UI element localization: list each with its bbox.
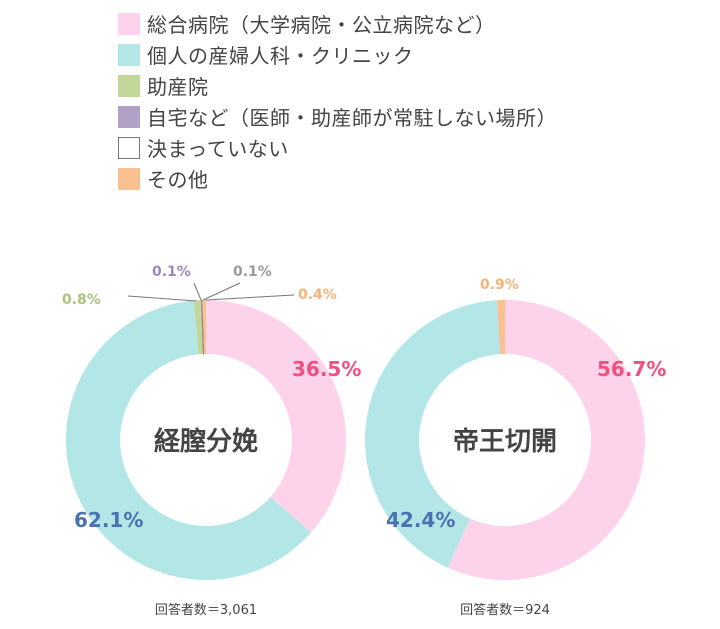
label-home-vaginal: 0.1%	[152, 264, 191, 280]
legend-swatch-general-hospital	[118, 12, 140, 35]
legend-item-undecided: 決まっていない	[118, 132, 557, 163]
legend-item-other: その他	[118, 163, 557, 194]
chart-vaginal-birth-ring	[66, 299, 347, 580]
legend-swatch-home	[118, 105, 140, 128]
legend-item-general-hospital: 総合病院（大学病院・公立病院など）	[118, 8, 557, 39]
slice-other	[497, 300, 505, 355]
legend-label-other: その他	[147, 168, 209, 192]
label-general-hospital-vaginal: 36.5%	[292, 357, 361, 381]
slice-clinic	[365, 300, 501, 568]
label-clinic-cesarean: 42.4%	[386, 508, 455, 532]
legend-swatch-midwifery	[118, 74, 140, 97]
leader-midwifery	[127, 295, 197, 302]
legend-label-undecided: 決まっていない	[147, 137, 289, 161]
legend: 総合病院（大学病院・公立病院など） 個人の産婦人科・クリニック 助産院 自宅など…	[118, 8, 557, 194]
chart-vaginal-birth: 36.5% 62.1% 0.8% 0.1% 0.1% 0.4% 経膣分娩 回答者…	[62, 264, 361, 618]
label-other-vaginal: 0.4%	[298, 287, 337, 303]
respondents-vaginal-birth: 回答者数＝3,061	[155, 602, 257, 618]
respondents-cesarean: 回答者数＝924	[460, 602, 550, 618]
slice-general-hospital	[447, 300, 645, 580]
leader-other	[205, 294, 295, 301]
slice-midwifery	[193, 300, 203, 355]
chart-vaginal-birth-leaders	[127, 282, 295, 302]
legend-swatch-other	[118, 167, 140, 190]
legend-item-home: 自宅など（医師・助産師が常駐しない場所）	[118, 101, 557, 132]
legend-label-general-hospital: 総合病院（大学病院・公立病院など）	[147, 13, 496, 37]
label-undecided-vaginal: 0.1%	[233, 264, 272, 280]
slice-general-hospital	[206, 300, 347, 533]
legend-item-midwifery: 助産院	[118, 70, 557, 101]
chart-cesarean-ring	[365, 300, 645, 580]
label-other-cesarean: 0.9%	[480, 277, 519, 293]
legend-item-clinic: 個人の産婦人科・クリニック	[118, 39, 557, 70]
legend-label-home: 自宅など（医師・助産師が常駐しない場所）	[147, 106, 557, 130]
chart-cesarean: 56.7% 42.4% 0.9% 帝王切開 回答者数＝924	[365, 277, 666, 618]
slice-other	[202, 300, 206, 355]
legend-swatch-clinic	[118, 43, 140, 66]
legend-label-clinic: 個人の産婦人科・クリニック	[147, 44, 414, 68]
leader-undecided	[202, 282, 241, 301]
chart-title-cesarean: 帝王切開	[453, 426, 557, 457]
legend-label-midwifery: 助産院	[147, 75, 209, 99]
slice-clinic	[66, 300, 312, 580]
label-midwifery-vaginal: 0.8%	[62, 292, 101, 308]
chart-title-vaginal-birth: 経膣分娩	[154, 426, 258, 457]
label-general-hospital-cesarean: 56.7%	[597, 357, 666, 381]
legend-swatch-undecided	[118, 136, 140, 159]
leader-home	[193, 282, 202, 301]
label-clinic-vaginal: 62.1%	[74, 508, 143, 532]
